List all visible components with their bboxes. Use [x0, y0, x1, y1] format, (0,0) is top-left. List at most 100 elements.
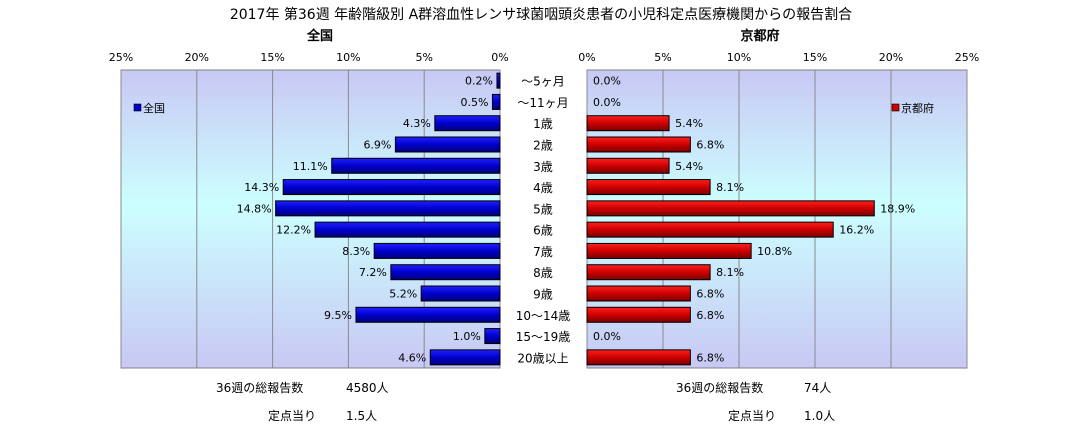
left-bar [429, 349, 501, 366]
right-bar [586, 157, 670, 174]
right-bar [586, 264, 711, 281]
right-per-label: 定点当り [728, 408, 776, 423]
right-x-tick-label: 20% [879, 51, 903, 64]
right-per-value: 1.0人 [804, 409, 835, 423]
right-x-tick-label: 10% [727, 51, 751, 64]
right-data-label: 0.0% [593, 75, 621, 88]
footer-left: 36週の総報告数 4580人 定点当り 1.5人 [216, 380, 389, 423]
left-x-tick-label: 5% [415, 51, 432, 64]
left-x-tick-label: 10% [336, 51, 360, 64]
category-label: 10〜14歳 [516, 309, 571, 323]
right-x-tick-label: 5% [654, 51, 671, 64]
right-bar [586, 200, 875, 217]
left-bar [496, 72, 501, 89]
right-data-label: 18.9% [880, 202, 915, 215]
right-plot-area: 0% 5% 10% 15% 20% 25% 0.0% 0.0% 5.4% 6.8% 5.4% 8.1%… [578, 51, 979, 369]
left-data-label: 4.3% [403, 117, 431, 130]
left-plot-area: 25% 20% 15% 10% 5% 0% 0.2% 0.5% 4.3% 6.9% 11.1% 14.… [109, 51, 509, 369]
left-data-label: 0.2% [465, 75, 493, 88]
right-data-label: 10.8% [757, 245, 792, 258]
category-label: 20歳以上 [517, 351, 568, 365]
right-legend: 京都府 [891, 101, 934, 115]
left-bar [282, 179, 501, 196]
right-data-label: 6.8% [696, 139, 724, 152]
category-label: 2歳 [533, 139, 553, 153]
category-label: 〜11ヶ月 [517, 96, 568, 110]
category-label: 7歳 [533, 245, 553, 259]
left-bar [331, 157, 501, 174]
category-label: 8歳 [533, 266, 553, 280]
category-label: 15〜19歳 [516, 330, 571, 344]
right-chart-title: 京都府 [740, 28, 779, 44]
right-data-label: 16.2% [839, 224, 874, 237]
left-x-tick-label: 25% [109, 51, 133, 64]
right-bar [586, 179, 711, 196]
left-x-tick-label: 20% [185, 51, 209, 64]
right-bar [586, 136, 691, 153]
category-label: 1歳 [533, 117, 553, 131]
right-data-label: 8.1% [716, 181, 744, 194]
left-data-label: 7.2% [359, 266, 387, 279]
footer-right: 36週の総報告数 74人 定点当り 1.0人 [676, 380, 835, 423]
left-data-label: 9.5% [324, 309, 352, 322]
left-data-label: 12.2% [276, 224, 311, 237]
category-label: 5歳 [533, 202, 553, 216]
left-data-label: 8.3% [342, 245, 370, 258]
right-data-label: 5.4% [675, 117, 703, 130]
left-data-label: 4.6% [398, 351, 426, 364]
category-label: 3歳 [533, 160, 553, 174]
right-x-tick-label: 15% [803, 51, 827, 64]
left-bar [275, 200, 501, 217]
right-legend-swatch [891, 103, 900, 112]
right-total-label: 36週の総報告数 [676, 380, 763, 395]
right-bar [586, 221, 834, 238]
left-per-label: 定点当り [268, 408, 316, 423]
right-data-label: 6.8% [696, 351, 724, 364]
left-bar [314, 221, 501, 238]
left-data-label: 11.1% [293, 160, 328, 173]
left-data-label: 14.8% [237, 202, 272, 215]
main-title: 2017年 第36週 年齢階級別 A群溶血性レンサ球菌咽頭炎患者の小児科定点医療… [230, 6, 852, 23]
right-x-tick-label: 25% [955, 51, 979, 64]
left-total-value: 4580人 [346, 381, 389, 395]
left-data-label: 6.9% [363, 139, 391, 152]
right-bar [586, 349, 691, 366]
left-chart-title: 全国 [306, 28, 333, 44]
left-legend-swatch [133, 103, 142, 112]
right-legend-label: 京都府 [901, 101, 934, 115]
right-bar [586, 242, 752, 259]
category-label: 9歳 [533, 288, 553, 302]
right-bar [586, 115, 670, 132]
left-bar [355, 306, 501, 323]
left-bar [434, 115, 501, 132]
right-data-label: 0.0% [593, 330, 621, 343]
left-data-label: 1.0% [453, 330, 481, 343]
left-bar [484, 328, 501, 345]
left-bar [373, 242, 501, 259]
right-data-label: 0.0% [593, 96, 621, 109]
right-total-value: 74人 [804, 381, 831, 395]
left-plot-background [120, 69, 501, 369]
left-x-tick-label: 15% [260, 51, 284, 64]
right-data-label: 8.1% [716, 266, 744, 279]
right-bar [586, 285, 691, 302]
left-data-label: 5.2% [389, 288, 417, 301]
left-bar [390, 264, 501, 281]
left-total-label: 36週の総報告数 [216, 380, 303, 395]
left-data-label: 0.5% [460, 96, 488, 109]
left-data-label: 14.3% [244, 181, 279, 194]
category-label: 6歳 [533, 224, 553, 238]
category-labels: 〜5ヶ月〜11ヶ月 1歳 2歳 3歳 4歳 5歳 6歳 7歳 8歳 9歳 10〜14歳 15〜19歳 2… [516, 75, 571, 366]
right-data-label: 6.8% [696, 309, 724, 322]
left-bar [491, 93, 501, 110]
right-data-label: 5.4% [675, 160, 703, 173]
right-x-tick-label: 0% [578, 51, 595, 64]
right-data-label: 6.8% [696, 288, 724, 301]
left-x-tick-label: 0% [491, 51, 508, 64]
left-legend-label: 全国 [143, 101, 165, 115]
category-label: 〜5ヶ月 [521, 75, 565, 89]
right-bar [586, 306, 691, 323]
left-per-value: 1.5人 [346, 409, 377, 423]
